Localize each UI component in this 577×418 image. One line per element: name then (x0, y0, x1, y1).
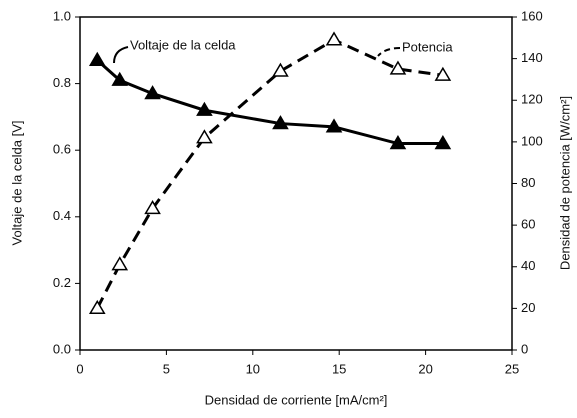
marker (144, 85, 161, 100)
x-tick-label: 20 (418, 361, 432, 376)
series-line (95, 38, 444, 310)
annotation-leader (377, 47, 401, 57)
marker (196, 101, 213, 116)
y2-tick-label: 0 (521, 341, 528, 356)
y-tick-label: 1.0 (53, 8, 71, 23)
marker (111, 71, 129, 86)
y-axis-label: Voltaje de la celda [V] (9, 120, 24, 245)
x-tick-label: 5 (163, 361, 170, 376)
marker (434, 135, 452, 150)
marker (111, 256, 129, 271)
x-tick-label: 25 (505, 361, 519, 376)
marker (272, 62, 289, 77)
x-tick-label: 0 (76, 361, 83, 376)
y2-tick-label: 40 (521, 258, 535, 273)
y-tick-label: 0.0 (53, 341, 71, 356)
marker (88, 51, 106, 66)
marker (272, 115, 289, 130)
marker (325, 31, 343, 46)
marker (389, 135, 407, 150)
y-tick-label: 0.2 (53, 275, 71, 290)
y2-tick-label: 20 (521, 300, 535, 315)
marker (325, 118, 343, 133)
y-tick-label: 0.6 (53, 142, 71, 157)
y-tick-label: 0.8 (53, 75, 71, 90)
annotation-leader (113, 46, 129, 64)
marker (389, 60, 407, 75)
y-tick-label: 0.4 (53, 208, 71, 223)
x-tick-label: 10 (246, 361, 260, 376)
x-axis-label: Densidad de corriente [mA/cm²] (205, 392, 388, 407)
marker (144, 199, 161, 215)
y2-tick-label: 160 (521, 8, 543, 23)
plot-frame (79, 16, 513, 351)
marker (434, 66, 452, 81)
annotation: Potencia (402, 39, 453, 54)
marker (196, 129, 213, 144)
y2-axis-label: Densidad de potencia [W/cm²] (557, 96, 572, 270)
x-tick-label: 15 (332, 361, 346, 376)
y2-tick-label: 60 (521, 217, 535, 232)
y2-tick-label: 100 (521, 133, 543, 148)
marker (88, 299, 106, 315)
annotation: Voltaje de la celda (130, 37, 236, 52)
y2-tick-label: 140 (521, 50, 543, 65)
y2-tick-label: 120 (521, 92, 543, 107)
y2-tick-label: 80 (521, 175, 535, 190)
